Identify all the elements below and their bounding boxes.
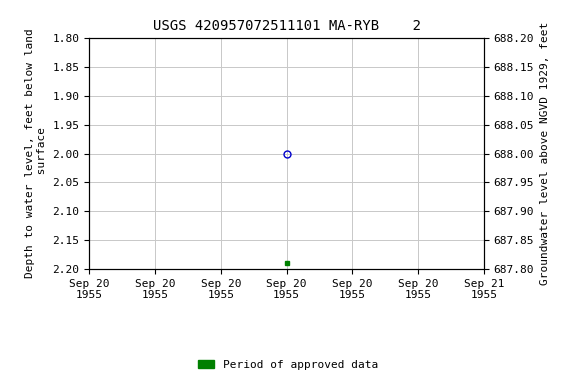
Legend: Period of approved data: Period of approved data xyxy=(193,356,383,375)
Title: USGS 420957072511101 MA-RYB    2: USGS 420957072511101 MA-RYB 2 xyxy=(153,19,420,33)
Y-axis label: Groundwater level above NGVD 1929, feet: Groundwater level above NGVD 1929, feet xyxy=(540,22,550,285)
Y-axis label: Depth to water level, feet below land
 surface: Depth to water level, feet below land su… xyxy=(25,29,47,278)
